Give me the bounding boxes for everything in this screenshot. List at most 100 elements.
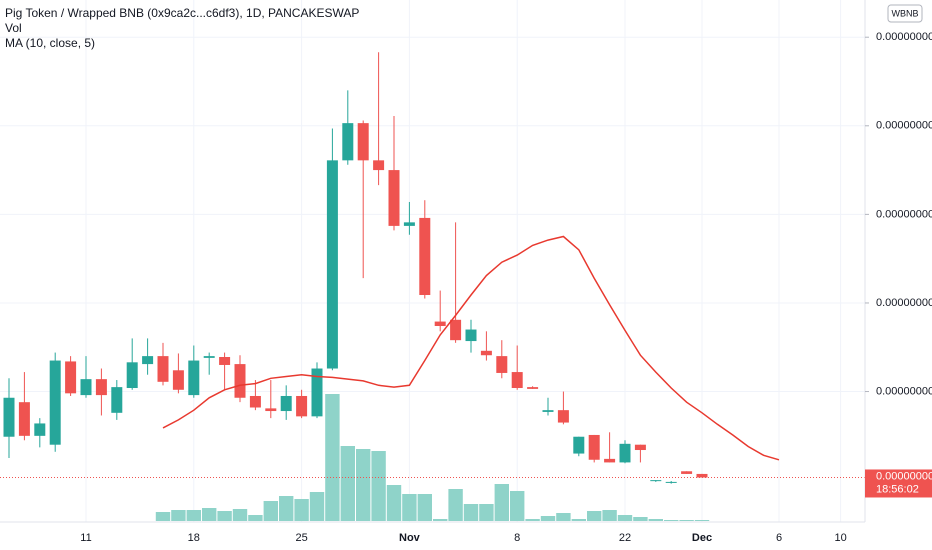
- candle-body: [634, 444, 646, 451]
- candle-body: [296, 395, 308, 417]
- volume-bar: [494, 484, 509, 521]
- volume-bar: [386, 485, 402, 521]
- volume-bar: [448, 489, 463, 521]
- candle-body: [3, 397, 15, 437]
- volume-bar: [525, 519, 540, 521]
- volume-bar: [602, 510, 617, 521]
- volume-bar: [463, 504, 479, 521]
- currency-label: WBNB: [892, 8, 919, 18]
- candle-body: [142, 356, 154, 365]
- volume-bar: [248, 515, 263, 521]
- x-tick-label: 11: [80, 532, 91, 544]
- volume-bar: [325, 394, 340, 521]
- last-price-label: 0.0000000002: [876, 470, 932, 482]
- candle-body: [496, 356, 508, 373]
- volume-bar: [340, 446, 355, 521]
- candle-body: [234, 364, 246, 398]
- volume-bar: [171, 510, 186, 521]
- candle-body: [34, 423, 46, 436]
- volume-bar: [279, 496, 294, 521]
- volume-bar: [694, 520, 710, 521]
- volume-bar: [294, 499, 309, 521]
- volume-bar: [648, 519, 663, 521]
- candle-body: [527, 387, 539, 389]
- volume-bar: [155, 512, 171, 521]
- last-price-badge: [865, 469, 932, 498]
- candle-body: [80, 379, 92, 396]
- volume-bar: [417, 494, 432, 521]
- volume-bar: [217, 511, 232, 521]
- volume-bar: [679, 520, 694, 521]
- y-tick-label: 0.0000000003: [876, 385, 932, 397]
- candle-body: [665, 481, 677, 483]
- candle-body: [588, 434, 600, 460]
- volume-bar: [540, 516, 556, 521]
- candle-body: [249, 395, 261, 408]
- y-tick-label: 0.0000000005: [876, 208, 932, 220]
- volume-bar: [633, 517, 648, 521]
- candle-body: [619, 443, 631, 463]
- candle-body: [403, 222, 415, 226]
- y-tick-label: 0.0000000004: [876, 297, 932, 309]
- candle-body: [542, 410, 554, 412]
- y-tick-label: 0.0000000007: [876, 31, 932, 43]
- currency-badge[interactable]: [887, 4, 923, 23]
- candle-body: [696, 473, 708, 478]
- candle-body: [450, 319, 462, 341]
- volume-bar: [617, 515, 633, 521]
- candle-body: [111, 387, 123, 413]
- candle-body: [604, 458, 616, 463]
- grid-layer: [0, 0, 865, 522]
- candle-body: [557, 410, 569, 423]
- candle-body: [373, 160, 385, 171]
- candle-body: [265, 408, 277, 412]
- x-tick-label: 10: [834, 532, 846, 544]
- candle-body: [511, 372, 523, 389]
- candle-body: [126, 362, 138, 389]
- volume-bar: [587, 511, 602, 521]
- volume-bar: [571, 519, 586, 521]
- y-tick-label: 0.0000000006: [876, 120, 932, 132]
- volume-bar: [232, 509, 248, 521]
- x-tick-label: 22: [619, 532, 631, 544]
- candle-body: [157, 356, 169, 382]
- volume-layer: [155, 394, 710, 521]
- ma-legend: MA (10, close, 5): [5, 36, 95, 50]
- countdown-label: 18:56:02: [876, 483, 919, 495]
- candle-body: [65, 361, 77, 394]
- candle-body: [280, 395, 292, 412]
- axis-layer: 0.0000000003 0.0000000004 0.0000000005 0.00…: [80, 31, 932, 544]
- x-tick-label: 6: [776, 532, 782, 544]
- volume-legend: Vol: [5, 21, 22, 35]
- x-tick-label: Nov: [399, 532, 421, 544]
- candle-layer: [3, 52, 708, 484]
- volume-bar: [309, 492, 325, 521]
- candle-body: [18, 402, 30, 436]
- volume-bar: [356, 449, 371, 521]
- candle-body: [465, 329, 477, 342]
- candle-body: [203, 356, 215, 358]
- candle-body: [342, 123, 354, 161]
- candle-body: [573, 436, 585, 454]
- volume-bar: [371, 451, 386, 521]
- x-tick-label: 25: [295, 532, 307, 544]
- volume-bar: [402, 494, 417, 521]
- candle-body: [219, 357, 231, 365]
- candle-body: [95, 379, 107, 396]
- candle-body: [49, 360, 61, 445]
- candle-body: [650, 480, 662, 482]
- overlay-layer: [0, 235, 865, 478]
- chart-title: Pig Token / Wrapped BNB (0x9ca2c...c6df3…: [5, 6, 359, 20]
- x-tick-label: 18: [188, 532, 200, 544]
- candle-body: [388, 170, 400, 226]
- candle-body: [172, 370, 184, 390]
- x-tick-label: 8: [514, 532, 520, 544]
- candle-body: [326, 160, 338, 369]
- candle-body: [357, 123, 369, 161]
- ma-line: [162, 235, 780, 461]
- volume-bar: [479, 504, 494, 521]
- candle-body: [434, 321, 446, 326]
- volume-bar: [186, 510, 201, 521]
- volume-bar: [263, 501, 278, 521]
